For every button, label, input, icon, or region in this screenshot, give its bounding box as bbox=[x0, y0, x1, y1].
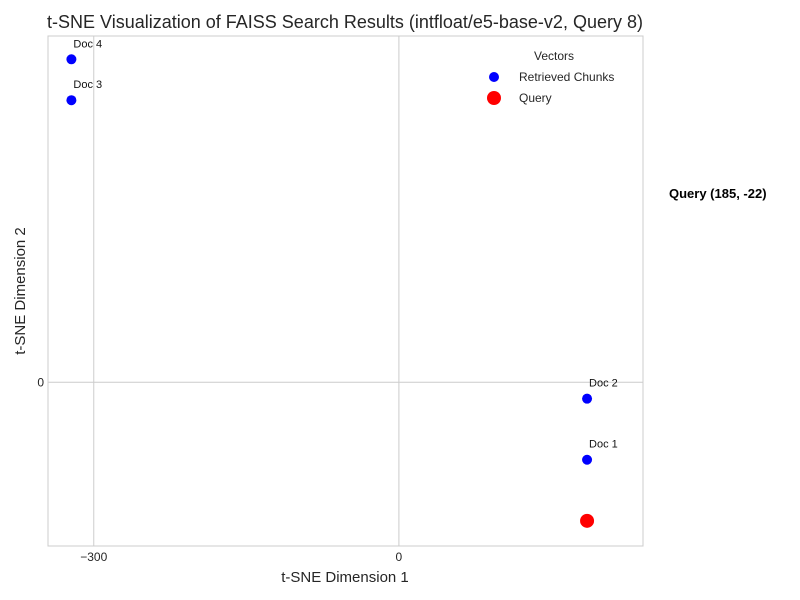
grid-lines bbox=[48, 36, 643, 546]
legend-marker bbox=[487, 91, 501, 105]
scatter-points bbox=[66, 54, 595, 528]
retrieved-chunk-point bbox=[582, 454, 593, 465]
retrieved-chunk-point bbox=[66, 54, 77, 65]
legend-entry-label: Query bbox=[519, 91, 552, 105]
legend: Vectors Retrieved Chunks Query bbox=[487, 49, 614, 105]
x-axis-label: t-SNE Dimension 1 bbox=[281, 569, 409, 586]
query-annotation: Query (185, -22) bbox=[669, 186, 767, 201]
y-tick-labels: 0 bbox=[37, 375, 44, 389]
legend-title: Vectors bbox=[534, 49, 574, 63]
point-label: Doc 4 bbox=[73, 38, 102, 50]
legend-marker bbox=[489, 72, 499, 82]
x-tick-labels: −300 0 bbox=[80, 550, 402, 564]
x-tick-label: −300 bbox=[80, 550, 107, 564]
point-label: Doc 3 bbox=[73, 79, 102, 91]
query-point bbox=[580, 513, 595, 528]
retrieved-chunk-point bbox=[582, 393, 593, 404]
plot-frame bbox=[47, 35, 644, 547]
chart-title: t-SNE Visualization of FAISS Search Resu… bbox=[47, 12, 643, 32]
y-tick-label: 0 bbox=[37, 375, 44, 389]
point-label: Doc 2 bbox=[589, 378, 618, 390]
retrieved-chunk-point bbox=[66, 95, 77, 106]
point-label: Doc 1 bbox=[589, 439, 618, 451]
x-tick-label: 0 bbox=[396, 550, 403, 564]
point-labels: Doc 1 Doc 2 Doc 3 Doc 4 bbox=[73, 38, 617, 450]
legend-items: Retrieved Chunks Query bbox=[487, 70, 614, 105]
y-axis-label: t-SNE Dimension 2 bbox=[12, 227, 29, 355]
legend-entry-label: Retrieved Chunks bbox=[519, 70, 614, 84]
